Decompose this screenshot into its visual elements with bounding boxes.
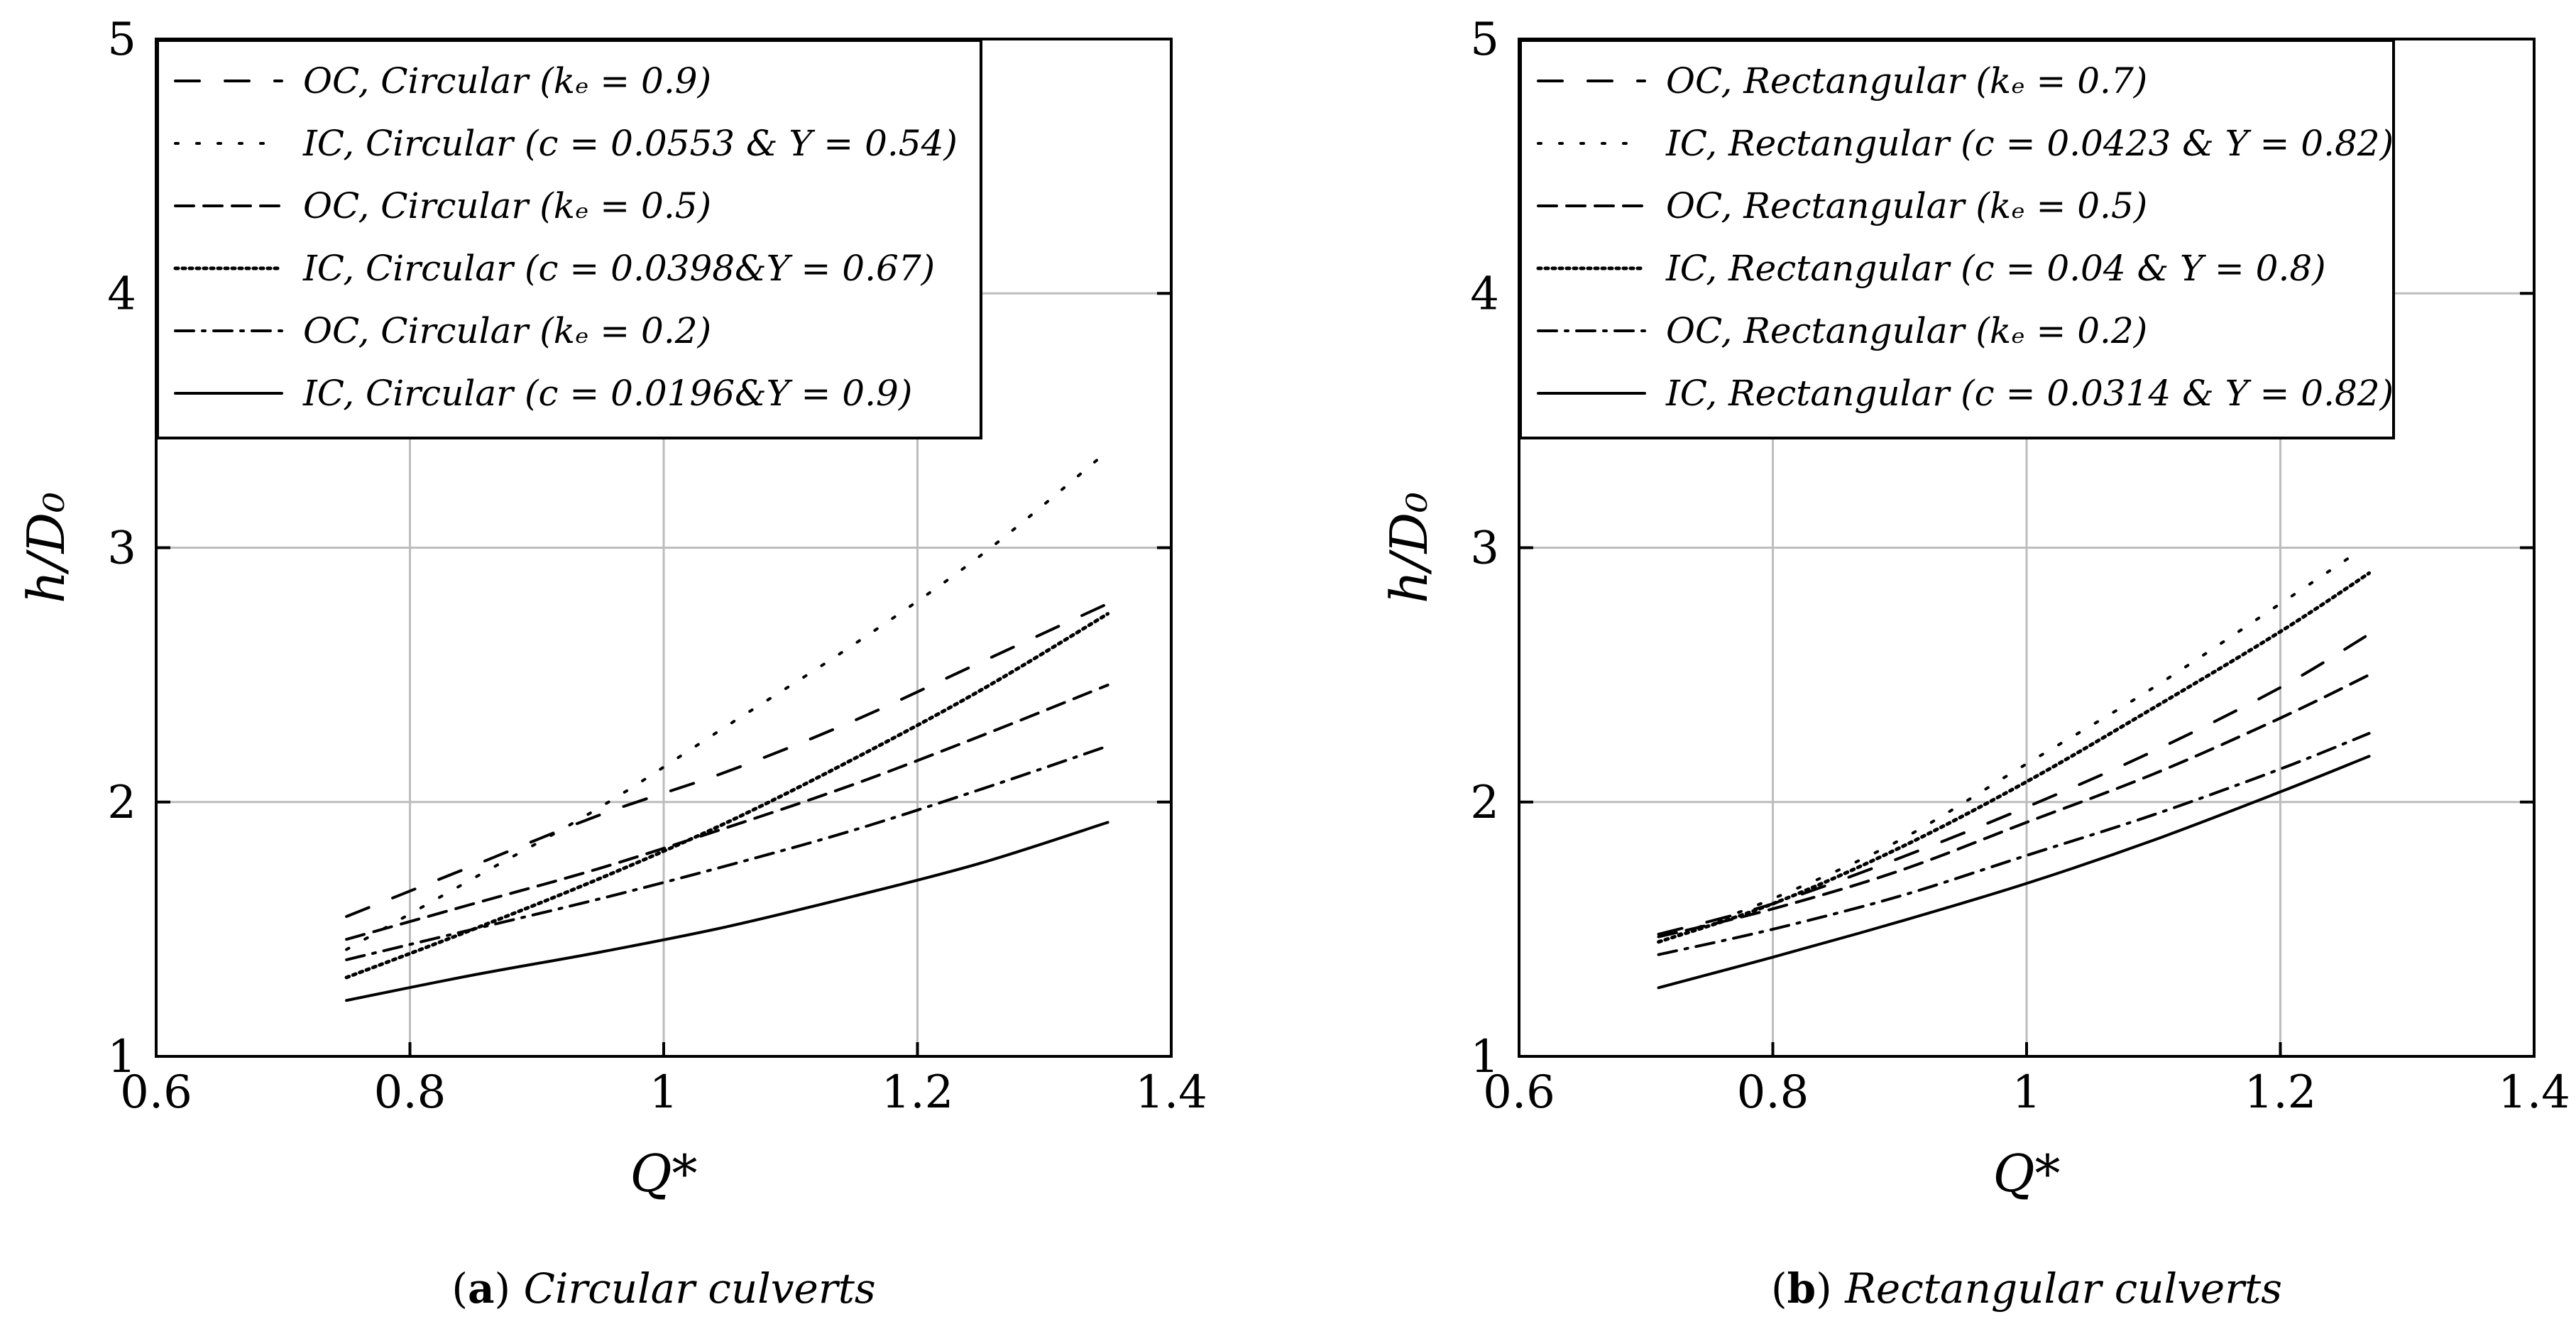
caption-text: Rectangular culverts [1844, 1264, 2282, 1313]
legend-entry-6: IC, Circular (c = 0.0196&Y = 0.9) [302, 373, 912, 414]
legend-entry-3: OC, Rectangular (kₑ = 0.5) [1666, 185, 2147, 226]
legend-entry-2: IC, Rectangular (c = 0.0423 & Y = 0.82) [1665, 123, 2394, 164]
series-line-4 [344, 612, 1110, 980]
caption-open-paren: ( [451, 1264, 468, 1313]
legend: OC, Rectangular (kₑ = 0.7) IC, Rectangula… [1519, 39, 2395, 439]
caption-text: Circular culverts [524, 1264, 876, 1313]
caption-letter: a [468, 1264, 495, 1313]
x-axis-label: Q* [1993, 1144, 2060, 1203]
x-tick-label: 1.4 [2498, 1066, 2570, 1119]
legend-box [1519, 39, 2395, 439]
y-tick-label: 3 [107, 523, 136, 575]
x-tick-label: 0.6 [1483, 1066, 1555, 1119]
ticks: 0.6 0.8 1 1.2 1.4 1 2 3 4 5 [1470, 13, 2570, 1119]
legend-entry-1: OC, Rectangular (kₑ = 0.7) [1666, 60, 2147, 102]
legend-entry-1: OC, Circular (kₑ = 0.9) [303, 60, 711, 102]
legend-box [156, 39, 982, 439]
caption-close-paren: ) [495, 1264, 524, 1313]
series-line-5 [345, 744, 1109, 961]
series-line-1 [345, 602, 1109, 918]
caption-open-paren: ( [1771, 1264, 1787, 1313]
caption-letter: b [1787, 1264, 1816, 1313]
legend: OC, Circular (kₑ = 0.9) IC, Circular (c =… [156, 39, 982, 439]
y-tick-label: 1 [107, 1031, 136, 1083]
ticks: 0.6 0.8 1 1.2 1.4 1 2 3 4 5 [107, 13, 1207, 1119]
legend-entry-5: OC, Rectangular (kₑ = 0.2) [1666, 310, 2147, 351]
y-tick-label: 1 [1470, 1031, 1499, 1083]
y-tick-label: 5 [1470, 13, 1499, 66]
y-tick-label: 2 [1470, 777, 1499, 829]
series-group [344, 449, 1110, 1002]
legend-entry-4: IC, Rectangular (c = 0.04 & Y = 0.8) [1665, 248, 2326, 289]
x-tick-label: 0.6 [120, 1066, 192, 1119]
x-tick-label: 0.8 [374, 1066, 446, 1119]
series-line-1 [1657, 633, 2371, 936]
y-axis-label: h/D₀ [16, 492, 76, 603]
y-tick-label: 2 [107, 777, 136, 829]
y-tick-label: 5 [107, 13, 136, 66]
y-tick-label: 3 [1470, 523, 1499, 575]
series-line-3 [1657, 673, 2371, 939]
series-group [1657, 551, 2372, 990]
legend-entry-2: IC, Circular (c = 0.0553 & Y = 0.54) [302, 123, 958, 164]
legend-entry-6: IC, Rectangular (c = 0.0314 & Y = 0.82) [1665, 373, 2394, 414]
chart-panel-b: 0.6 0.8 1 1.2 1.4 1 2 3 4 5 Q* h/D₀ OC, Rectangular … [1379, 13, 2570, 1313]
caption-close-paren: ) [1816, 1264, 1845, 1313]
series-line-2 [1657, 551, 2358, 943]
x-tick-label: 1 [2012, 1066, 2041, 1119]
x-tick-label: 1 [650, 1066, 679, 1119]
y-tick-label: 4 [107, 268, 136, 320]
legend-entry-4: IC, Circular (c = 0.0398&Y = 0.67) [302, 248, 935, 289]
x-axis-label: Q* [630, 1144, 697, 1203]
legend-entry-5: OC, Circular (kₑ = 0.2) [303, 310, 711, 351]
series-line-6 [345, 821, 1109, 1002]
panel-caption: (b) Rectangular culverts [1771, 1264, 2282, 1313]
x-tick-label: 0.8 [1737, 1066, 1809, 1119]
series-line-4 [1657, 571, 2372, 944]
x-tick-label: 1.2 [882, 1066, 954, 1119]
y-tick-label: 4 [1470, 268, 1499, 320]
legend-entry-3: OC, Circular (kₑ = 0.5) [303, 185, 711, 226]
y-axis-label: h/D₀ [1379, 492, 1439, 603]
chart-panel-a: 0.6 0.8 1 1.2 1.4 1 2 3 4 5 Q* h/D₀ OC, Circular (kₑ… [16, 13, 1207, 1313]
series-line-6 [1657, 755, 2371, 990]
series-line-3 [345, 684, 1109, 941]
series-line-2 [345, 449, 1109, 951]
panel-caption: (a) Circular culverts [451, 1264, 875, 1313]
x-tick-label: 1.4 [1135, 1066, 1207, 1119]
x-tick-label: 1.2 [2245, 1066, 2317, 1119]
series-line-5 [1657, 732, 2371, 956]
